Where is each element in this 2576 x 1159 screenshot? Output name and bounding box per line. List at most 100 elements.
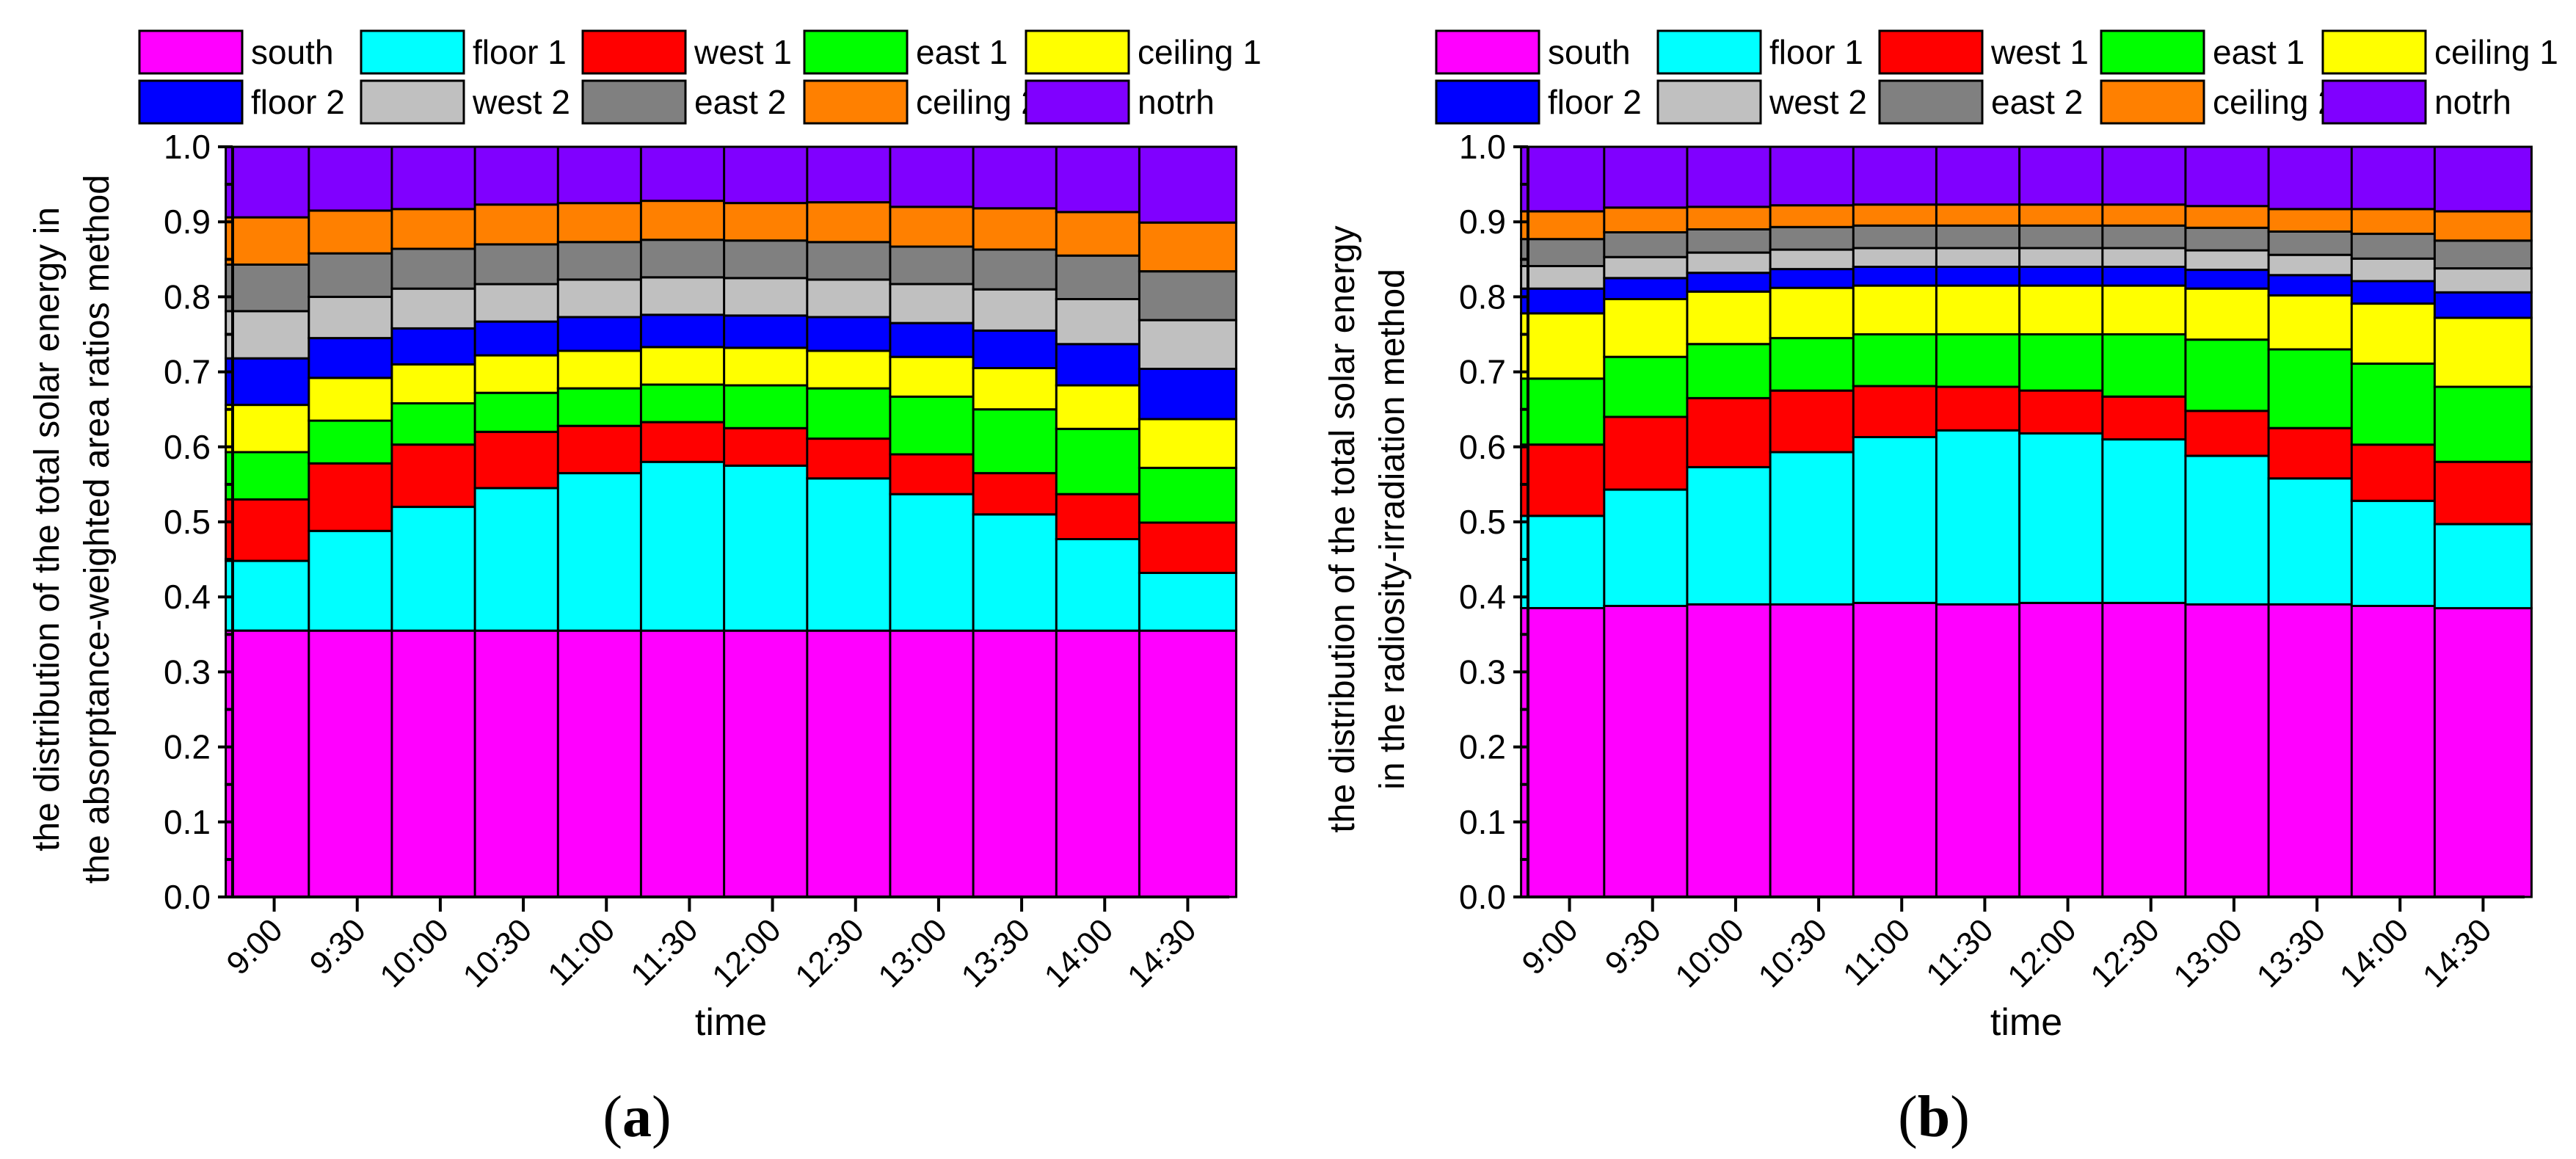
legend-swatch-east-2 — [581, 79, 687, 125]
bar-segment-floor-1-13-30 — [972, 513, 1071, 632]
bar-segment-east-1-13-00 — [2184, 338, 2284, 413]
bar-segment-south-13-30 — [972, 629, 1071, 898]
legend-label-notrh: notrh — [1138, 83, 1215, 121]
bar-segment-east-1-11-00 — [1852, 333, 1951, 388]
bar-segment-south-12-00 — [723, 629, 823, 898]
bar-segment-west-1-14-30 — [2433, 460, 2533, 526]
x-tick-label-10-00: 10:00 — [1668, 912, 1751, 995]
legend-label-west-2: west 2 — [472, 83, 570, 121]
bar-segment-south-13-30 — [2267, 603, 2367, 898]
legend-label-west-2: west 2 — [1769, 83, 1867, 121]
bar-segment-east-1-10-30 — [473, 391, 573, 433]
x-tick-label-10-30: 10:30 — [456, 912, 539, 995]
bar-segment-east-1-10-00 — [1686, 343, 1786, 399]
bar-segment-floor-1-14-30 — [1138, 572, 1237, 632]
bar-segment-floor-2-9-00 — [225, 357, 324, 407]
bar-segment-notrh-14-30 — [1138, 145, 1237, 224]
bar-segment-ceiling-2-9-30 — [308, 209, 407, 255]
bar-segment-ceiling-1-9-30 — [1603, 298, 1703, 358]
x-tick-label-12-30: 12:30 — [788, 912, 871, 995]
legend-label-ceiling-1: ceiling 1 — [1138, 33, 1262, 71]
bar-segment-ceiling-2-10-00 — [1686, 206, 1786, 230]
bar-segment-floor-2-10-30 — [473, 320, 573, 357]
bar-segment-south-9-00 — [1520, 607, 1620, 898]
bar-segment-west-2-9-00 — [225, 310, 324, 360]
bar-segment-west-2-11-30 — [639, 276, 739, 316]
bar-segment-west-2-14-00 — [1055, 298, 1154, 346]
bar-segment-west-1-10-00 — [1686, 396, 1786, 468]
y-tick-label: 0.3 — [164, 653, 211, 691]
y-tick-label: 0.5 — [164, 503, 211, 541]
bar-segment-south-11-00 — [1852, 601, 1951, 898]
bar-segment-west-1-14-00 — [1055, 493, 1154, 541]
bar-segment-west-1-11-00 — [1852, 385, 1951, 438]
bar-segment-ceiling-1-9-00 — [1520, 312, 1620, 380]
bar-segment-floor-1-14-30 — [2433, 523, 2533, 610]
bar-segment-notrh-14-00 — [2350, 145, 2450, 211]
bar-segment-ceiling-1-14-30 — [2433, 316, 2533, 388]
bar-segment-west-2-11-30 — [1935, 247, 2034, 268]
legend: south floor 1 west 1 east 1 ceiling 1 floor 2… — [138, 29, 1262, 125]
legend-label-floor-1: floor 1 — [473, 33, 567, 71]
chart-panel-b: 0.0 0.1 0.2 0.3 0.4 0.5 0.6 0.7 0.8 0.9 1.0 9:00 9:3… — [1323, 29, 2558, 1149]
legend-swatch-east-1 — [2100, 29, 2205, 75]
bar-segment-west-2-14-30 — [1138, 319, 1237, 371]
bar-segment-ceiling-1-9-00 — [225, 404, 324, 454]
panel-label-close: ) — [652, 1085, 672, 1149]
bar-segment-east-1-12-30 — [806, 387, 906, 440]
bar-segment-ceiling-2-11-00 — [556, 202, 656, 244]
bar-segment-floor-1-14-00 — [2350, 499, 2450, 608]
y-axis-label-line2: the absorptance-weighted area ratios met… — [78, 175, 117, 884]
x-tick-label-9-30: 9:30 — [1598, 912, 1668, 981]
bar-segment-east-2-9-00 — [1520, 238, 1620, 268]
bar-segment-east-2-10-00 — [390, 247, 490, 290]
bar-segment-east-1-9-00 — [1520, 377, 1620, 446]
legend-label-south: south — [251, 33, 334, 71]
bar-segment-floor-1-10-30 — [1769, 451, 1869, 606]
y-tick-label: 0.0 — [1459, 878, 1506, 916]
legend-swatch-notrh — [1025, 79, 1130, 125]
x-tick-label-14-00: 14:00 — [1038, 912, 1121, 995]
bar-segment-notrh-14-30 — [2433, 145, 2533, 213]
bar-segment-west-2-9-30 — [308, 295, 407, 340]
legend-swatch-floor-2 — [138, 79, 244, 125]
y-tick-label: 1.0 — [164, 128, 211, 166]
bar-segment-south-14-30 — [2433, 607, 2533, 898]
bar-segment-east-1-14-30 — [2433, 385, 2533, 463]
bar-segment-ceiling-1-13-30 — [2267, 294, 2367, 351]
bar-segment-east-2-9-00 — [225, 264, 324, 313]
bar-segment-ceiling-2-13-00 — [889, 206, 989, 248]
bar-segment-west-2-10-30 — [1769, 248, 1869, 271]
legend-label-west-1: west 1 — [694, 33, 792, 71]
bar-segment-ceiling-2-11-00 — [1852, 203, 1951, 227]
legend-swatch-west-2 — [360, 79, 465, 125]
panel-label: (b) — [1898, 1085, 1970, 1149]
bar-segment-ceiling-2-12-00 — [2018, 203, 2118, 227]
bar-segment-east-1-9-30 — [1603, 355, 1703, 418]
bar-segment-east-2-14-00 — [1055, 254, 1154, 301]
legend-label-floor-2: floor 2 — [1548, 83, 1642, 121]
y-tick-label: 0.5 — [1459, 503, 1506, 541]
legend-swatch-east-1 — [803, 29, 909, 75]
x-tick-label-14-00: 14:00 — [2333, 912, 2416, 995]
x-axis-label: time — [1990, 1001, 2062, 1044]
bar-segment-floor-1-9-00 — [1520, 515, 1620, 609]
legend-label-ceiling-2: ceiling 2 — [916, 83, 1040, 121]
bar-segment-floor-1-14-00 — [1055, 538, 1154, 632]
bar-segment-floor-2-14-30 — [1138, 368, 1237, 421]
y-tick-label: 0.8 — [1459, 277, 1506, 316]
bar-segment-notrh-10-30 — [473, 145, 573, 206]
y-tick-label: 0.2 — [1459, 728, 1506, 766]
x-tick-label-9-00: 9:00 — [219, 912, 289, 981]
bar-segment-ceiling-2-14-30 — [2433, 210, 2533, 242]
x-tick-label-10-30: 10:30 — [1752, 912, 1835, 995]
bar-segment-ceiling-1-13-30 — [972, 367, 1071, 411]
bar-segment-notrh-12-30 — [2101, 145, 2201, 206]
bar-segment-floor-2-12-30 — [2101, 266, 2201, 287]
bar-segment-west-1-12-00 — [2018, 389, 2118, 435]
bar-segment-west-1-13-30 — [2267, 426, 2367, 480]
bar-segment-ceiling-2-10-00 — [390, 208, 490, 250]
bar-segment-notrh-11-00 — [556, 145, 656, 205]
legend-swatch-ceiling-2 — [803, 79, 909, 125]
bar-segment-west-1-13-00 — [2184, 410, 2284, 457]
